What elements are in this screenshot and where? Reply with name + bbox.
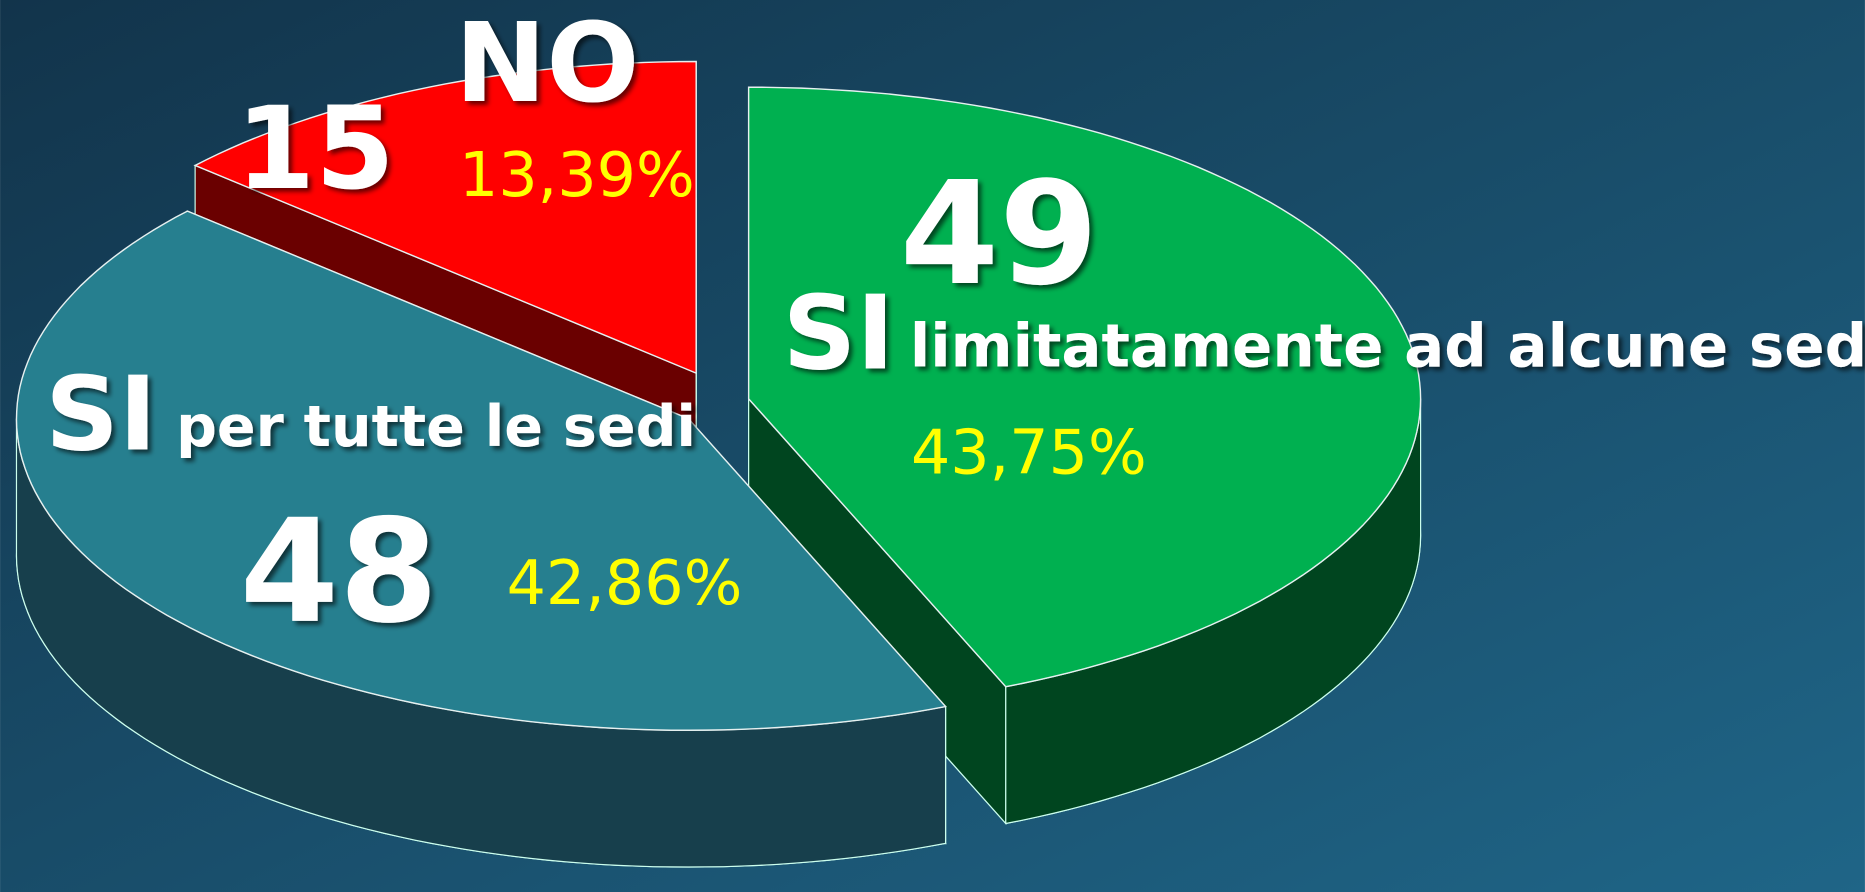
count-label: 49	[900, 151, 1099, 317]
percentage-label: 13,39%	[459, 139, 695, 211]
count-label: 15	[236, 82, 395, 215]
category-label: NO	[455, 0, 640, 127]
slice	[193, 60, 697, 375]
count-label: 48	[240, 489, 439, 655]
slice	[15, 210, 947, 731]
category-detail: limitatamente ad alcune sedi	[910, 312, 1865, 381]
category-label: SI	[783, 275, 895, 394]
category-label: SI	[45, 356, 157, 475]
slice	[747, 86, 1422, 688]
percentage-label: 43,75%	[911, 416, 1147, 488]
percentage-label: 42,86%	[507, 547, 743, 619]
category-detail: per tutte le sedi	[176, 394, 696, 460]
pie	[15, 60, 1422, 868]
